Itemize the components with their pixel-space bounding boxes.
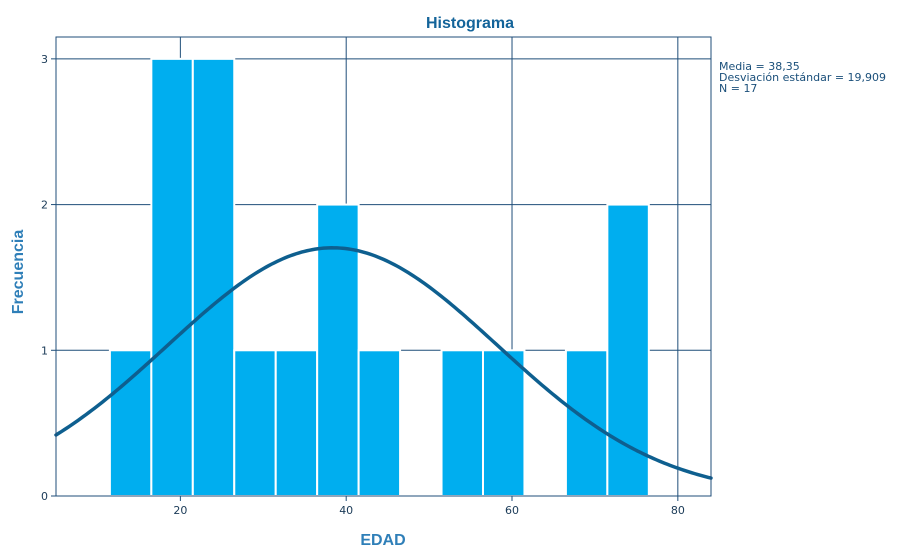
stats-line: N = 17 [719,82,757,95]
stats-line: Media = 38,35 [719,60,800,73]
y-tick-label: 1 [41,344,48,357]
normal-curve-group [54,246,713,480]
plot-frame [55,36,712,497]
histogram-bar [564,349,609,497]
x-axis-label: EDAD [360,532,405,549]
histogram-bar [481,349,526,497]
plot-frame-group [51,36,712,501]
x-tick-label: 60 [505,504,519,517]
histogram-bar [440,349,484,497]
histogram-bar [233,349,277,497]
chart-title: Histograma [426,15,514,32]
y-axis-label: Frecuencia [10,230,27,315]
x-tick-label: 20 [173,504,187,517]
tick-labels: 20 40 60 80 0 1 2 3 [41,53,685,517]
y-tick-label: 3 [41,53,48,66]
histogram-bar [191,57,236,497]
stats-line: Desviación estándar = 19,909 [719,71,886,84]
histogram-bar [108,349,153,497]
histogram-bar [150,57,194,497]
x-tick-label: 40 [339,504,353,517]
histogram-bar [274,349,319,497]
y-tick-label: 2 [41,199,48,212]
y-tick-label: 0 [41,490,48,503]
histogram-bars [108,57,650,497]
histogram-bar [357,349,402,497]
normal-curve [54,246,713,480]
x-tick-label: 80 [671,504,685,517]
